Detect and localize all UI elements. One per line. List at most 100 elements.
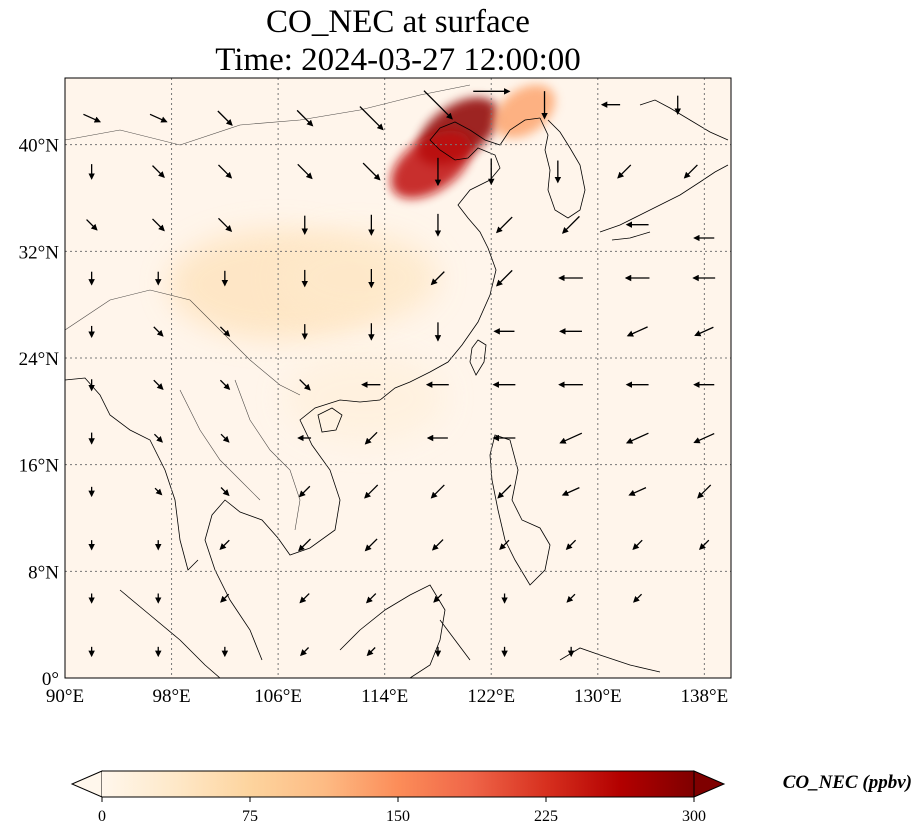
wind-arrow	[149, 113, 168, 123]
wind-arrow	[300, 647, 310, 657]
colorbar: 0 75 150 225 300 CO_NEC (ppbv)	[70, 770, 912, 825]
south-china-border	[65, 289, 301, 396]
bay-of-bengal-coastline	[65, 377, 199, 571]
wind-arrow	[364, 484, 379, 499]
colorbar-tick-label: 0	[98, 808, 106, 825]
mongolia-china-border	[65, 84, 471, 146]
lat-tick-label: 8°N	[28, 562, 59, 583]
colorbar-tick-label: 225	[534, 808, 558, 825]
wind-arrow	[565, 539, 577, 551]
wind-arrow	[628, 487, 647, 496]
wind-arrow	[220, 487, 230, 497]
wind-arrow	[625, 432, 649, 444]
wind-arrow	[430, 271, 445, 286]
colorbar-tick-label: 75	[242, 808, 258, 825]
lat-tick-label: 16°N	[19, 456, 60, 477]
lat-tick-label: 24°N	[19, 349, 60, 370]
plume-shandong-plume	[390, 130, 472, 199]
philippines-coastline	[489, 434, 551, 586]
wind-arrow	[566, 593, 576, 603]
wind-arrow	[298, 538, 311, 552]
lat-tick-label: 40°N	[19, 136, 60, 157]
country-borders	[65, 84, 471, 531]
wind-arrow	[220, 593, 230, 603]
wind-arrow	[693, 432, 715, 444]
lon-tick-label: 138°E	[681, 686, 729, 707]
wind-arrow	[433, 593, 443, 603]
wind-arrow	[365, 593, 377, 604]
wind-arrow	[83, 113, 102, 123]
latitude-axis: 0° 8°N 16°N 24°N 32°N 40°N	[19, 136, 60, 690]
laos-vietnam-border	[234, 379, 301, 531]
wind-arrow	[299, 593, 310, 604]
wind-arrow	[298, 485, 311, 498]
plume-east-china	[278, 233, 439, 323]
lon-tick-label: 106°E	[254, 686, 302, 707]
colorbar-tick-label: 150	[386, 808, 410, 825]
korean-peninsula-coastline	[539, 117, 586, 219]
lon-tick-label: 122°E	[467, 686, 515, 707]
lon-tick-label: 130°E	[574, 686, 622, 707]
map-frame	[64, 77, 732, 679]
wind-arrow	[217, 110, 233, 126]
wind-arrow	[364, 538, 378, 552]
wind-arrow	[359, 106, 384, 131]
wind-arrow	[218, 217, 233, 232]
wind-arrow	[632, 539, 643, 551]
map-title-line2: Time: 2024-03-27 12:00:00	[215, 42, 581, 78]
wind-arrow	[561, 215, 580, 234]
wind-arrow	[431, 539, 444, 551]
sumatra-coastline	[119, 589, 221, 678]
wind-arrow	[218, 164, 233, 179]
wind-arrow	[362, 162, 381, 181]
china-east-coastline	[379, 117, 541, 401]
wind-vectors	[83, 88, 716, 658]
wind-arrow	[219, 326, 231, 337]
lon-tick-label: 114°E	[361, 686, 408, 707]
wind-arrow	[154, 487, 163, 496]
taiwan-coastline	[469, 339, 487, 376]
gridlines	[65, 78, 731, 678]
map-title-line1: CO_NEC at surface	[266, 4, 530, 40]
coastlines	[65, 99, 729, 678]
plume-south-china	[284, 353, 445, 443]
wind-arrow	[559, 432, 583, 444]
wind-arrow	[698, 539, 710, 551]
wind-arrow	[430, 484, 445, 499]
lat-tick-label: 32°N	[19, 242, 60, 263]
wind-arrow	[626, 326, 648, 337]
lat-tick-label: 0°	[42, 669, 59, 690]
colorbar-label: CO_NEC (ppbv)	[783, 772, 912, 793]
longitude-axis: 90°E 98°E 106°E 114°E 122°E 130°E 138°E	[46, 686, 728, 707]
wind-arrow	[153, 433, 163, 443]
wind-arrow	[683, 164, 698, 179]
wind-arrow	[617, 164, 632, 179]
hainan-coastline	[317, 407, 343, 433]
lon-tick-label: 98°E	[152, 686, 190, 707]
wind-arrow	[633, 593, 643, 603]
wind-arrow	[561, 487, 580, 496]
map-area	[65, 78, 731, 678]
wind-arrow	[694, 326, 714, 337]
wind-arrow	[86, 219, 98, 231]
colorbar-ticks: 0 75 150 225 300	[98, 797, 706, 825]
wind-arrow	[499, 539, 510, 551]
wind-arrow	[153, 326, 164, 337]
wind-arrow	[299, 379, 311, 391]
plume-korea-peninsula	[493, 84, 556, 138]
wind-arrow	[496, 216, 513, 234]
wind-arrow	[364, 431, 378, 445]
wind-arrow	[219, 379, 231, 391]
wind-arrow	[219, 539, 230, 551]
indochina-coastline	[204, 399, 381, 661]
wind-arrow	[496, 269, 513, 287]
wind-arrow	[423, 90, 453, 120]
wind-arrow	[366, 647, 376, 657]
wind-arrow	[296, 109, 314, 127]
wind-arrow	[297, 163, 313, 180]
wind-arrow	[220, 433, 230, 443]
thailand-border	[179, 389, 261, 501]
colorbar-lower-extension	[70, 770, 103, 798]
wind-arrow	[152, 165, 165, 178]
